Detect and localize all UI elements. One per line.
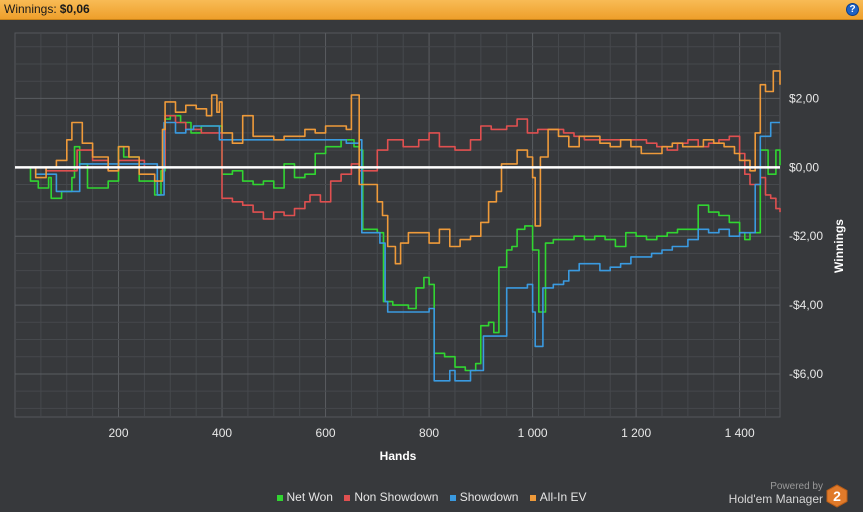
legend-swatch-all-in-ev xyxy=(529,494,536,501)
winnings-title: Winnings: $0,06 xyxy=(4,2,90,16)
x-tick-label: 1 200 xyxy=(621,426,651,440)
y-axis-label: Winnings xyxy=(832,219,846,273)
winnings-value: $0,06 xyxy=(59,2,90,16)
x-tick-label: 200 xyxy=(109,426,129,440)
tick-labels: 200 400 600 800 1 000 1 200 1 400 $2,00 $0,00 -$2… xyxy=(109,91,824,440)
y-tick-label: -$4,00 xyxy=(789,298,823,312)
winnings-chart: 200 400 600 800 1 000 1 200 1 400 $2,00 $0,00 -$2… xyxy=(14,32,846,463)
series-lines xyxy=(15,70,781,382)
brand-name: Hold'em Manager xyxy=(728,492,823,506)
x-tick-label: 600 xyxy=(316,426,336,440)
x-tick-label: 1 400 xyxy=(725,426,755,440)
winnings-header: Winnings: $0,06 ? xyxy=(0,0,863,20)
y-tick-label: $0,00 xyxy=(789,160,819,174)
x-axis-label: Hands xyxy=(380,449,417,463)
series-line-all-in-ev xyxy=(15,70,781,265)
legend-item-non-showdown[interactable]: Non Showdown xyxy=(344,490,438,504)
x-tick-label: 800 xyxy=(419,426,439,440)
plot-area xyxy=(14,32,781,418)
series-line-non-showdown xyxy=(15,114,781,220)
legend-swatch-showdown xyxy=(449,494,456,501)
powered-by-text: Powered by xyxy=(770,481,823,492)
hm2-logo-icon: 2 xyxy=(826,484,848,508)
legend-item-all-in-ev[interactable]: All-In EV xyxy=(529,490,586,504)
y-tick-label: -$2,00 xyxy=(789,229,823,243)
legend-item-net-won[interactable]: Net Won xyxy=(276,490,333,504)
chart-legend: Net Won Non Showdown Showdown All-In EV xyxy=(0,490,863,506)
grid xyxy=(14,32,781,418)
y-tick-label: -$6,00 xyxy=(789,367,823,381)
hm2-logo-digit: 2 xyxy=(833,488,841,504)
x-tick-label: 400 xyxy=(212,426,232,440)
x-tick-label: 1 000 xyxy=(518,426,548,440)
series-line-showdown xyxy=(15,121,780,382)
series-line-net-won xyxy=(15,114,781,372)
legend-swatch-non-showdown xyxy=(344,494,351,501)
question-icon[interactable]: ? xyxy=(846,3,859,16)
legend-swatch-net-won xyxy=(276,494,283,501)
legend-item-showdown[interactable]: Showdown xyxy=(449,490,518,504)
y-tick-label: $2,00 xyxy=(789,91,819,105)
